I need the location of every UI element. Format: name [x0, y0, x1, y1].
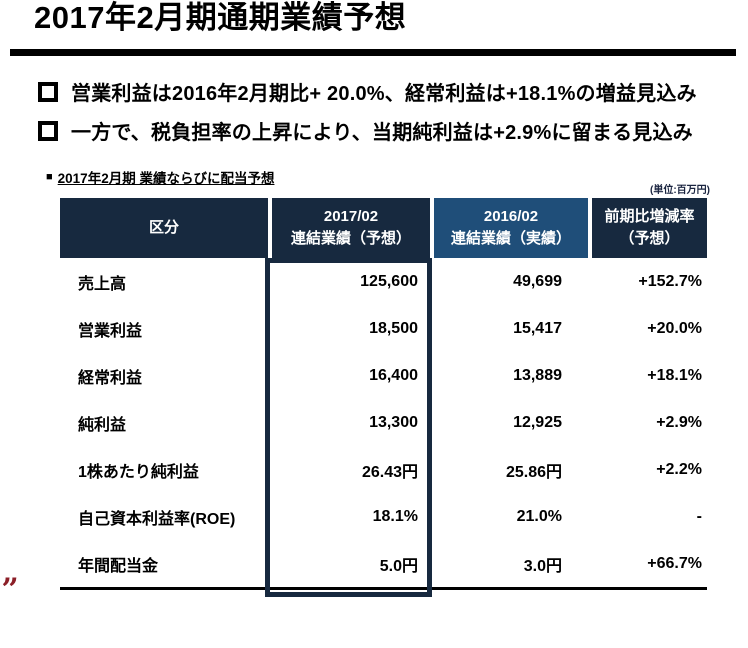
row-label: 経常利益	[78, 369, 143, 387]
cell-actual-2016: 21.0%	[516, 507, 562, 525]
cell-change-rate: +152.7%	[638, 272, 702, 290]
row-label: 自己資本利益率(ROE)	[78, 510, 236, 528]
cell-forecast-2017: 5.0円	[379, 557, 418, 575]
unit-note: (単位:百万円)	[650, 185, 710, 196]
cell-change-rate: +18.1%	[647, 366, 702, 384]
header-cell-change-rate: 前期比増減率 （予想）	[592, 198, 707, 258]
cell-change-rate: +2.2%	[656, 460, 702, 478]
row-label: 純利益	[78, 416, 127, 434]
cell-actual-2016: 13,889	[513, 366, 562, 384]
square-bullet-icon: ■	[46, 170, 53, 183]
table-row: 自己資本利益率(ROE) 18.1% 21.0% -	[60, 493, 707, 540]
table-caption-text: 2017年2月期 業績ならびに配当予想	[57, 171, 275, 186]
cell-forecast-2017: 18,500	[369, 319, 418, 337]
table-row: 売上高 125,600 49,699 +152.7%	[60, 258, 707, 305]
cell-change-rate: +2.9%	[656, 413, 702, 431]
table-row: 年間配当金 5.0円 3.0円 +66.7%	[60, 540, 707, 587]
table-body: 売上高 125,600 49,699 +152.7% 営業利益 18,500 1…	[60, 258, 707, 590]
table-row: 純利益 13,300 12,925 +2.9%	[60, 399, 707, 446]
cell-forecast-2017: 13,300	[369, 413, 418, 431]
table-caption: ■ 2017年2月期 業績ならびに配当予想	[46, 167, 274, 187]
table-row: 1株あたり純利益 26.43円 25.86円 +2.2%	[60, 446, 707, 493]
table-header-row: 区分 2017/02 連結業績（予想） 2016/02 連結業績（実績） 前期比…	[60, 198, 707, 258]
cell-change-rate: -	[696, 507, 702, 525]
cell-change-rate: +66.7%	[647, 554, 702, 572]
row-label: 年間配当金	[78, 557, 159, 575]
header-cell-2016-actual: 2016/02 連結業績（実績）	[434, 198, 588, 258]
cell-actual-2016: 12,925	[513, 413, 562, 431]
results-table: 区分 2017/02 連結業績（予想） 2016/02 連結業績（実績） 前期比…	[60, 198, 707, 597]
page-title: 2017年2月期通期業績予想	[34, 0, 407, 35]
cell-forecast-2017: 16,400	[369, 366, 418, 384]
bullet-text: 一方で、税負担率の上昇により、当期純利益は+2.9%に留まる見込み	[71, 122, 693, 144]
cell-forecast-2017: 125,600	[360, 272, 418, 290]
title-rule	[10, 49, 736, 56]
checkbox-square-icon	[38, 121, 58, 141]
cell-actual-2016: 49,699	[513, 272, 562, 290]
bullet-item: 営業利益は2016年2月期比+ 20.0%、経常利益は+18.1%の増益見込み	[38, 77, 697, 106]
bullet-item: 一方で、税負担率の上昇により、当期純利益は+2.9%に留まる見込み	[38, 116, 697, 145]
header-cell-2017-forecast: 2017/02 連結業績（予想）	[272, 198, 430, 258]
cell-change-rate: +20.0%	[647, 319, 702, 337]
header-cell-category: 区分	[60, 198, 268, 258]
bullet-text: 営業利益は2016年2月期比+ 20.0%、経常利益は+18.1%の増益見込み	[71, 83, 697, 105]
table-row: 経常利益 16,400 13,889 +18.1%	[60, 352, 707, 399]
cell-forecast-2017: 26.43円	[361, 463, 418, 481]
cell-actual-2016: 25.86円	[505, 463, 562, 481]
bullet-list: 営業利益は2016年2月期比+ 20.0%、経常利益は+18.1%の増益見込み …	[38, 77, 697, 155]
cell-forecast-2017: 18.1%	[372, 507, 418, 525]
cell-actual-2016: 3.0円	[523, 557, 562, 575]
row-label: 営業利益	[78, 322, 143, 340]
cell-actual-2016: 15,417	[513, 319, 562, 337]
red-corner-mark: „	[2, 555, 20, 590]
table-row: 営業利益 18,500 15,417 +20.0%	[60, 305, 707, 352]
row-label: 売上高	[78, 275, 127, 293]
checkbox-square-icon	[38, 82, 58, 102]
row-label: 1株あたり純利益	[78, 463, 199, 481]
